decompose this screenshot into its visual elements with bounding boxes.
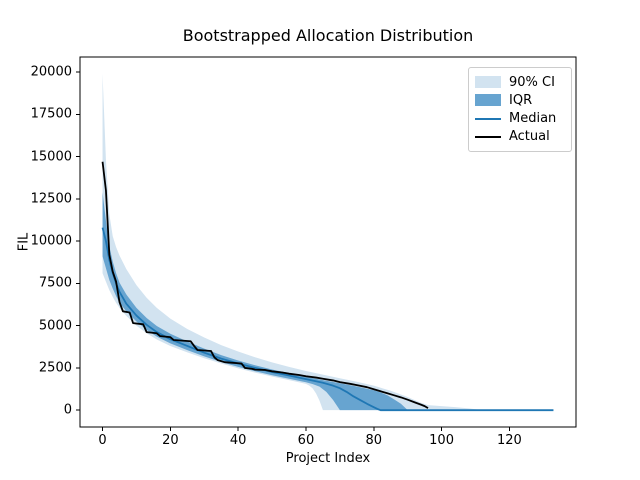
x-tick-label: 120 [496, 433, 522, 448]
y-tick-label: 0 [63, 402, 72, 418]
x-tick-label: 60 [297, 433, 315, 448]
legend-label-actual: Actual [509, 129, 550, 145]
y-tick-label: 10000 [30, 233, 72, 249]
y-tick-label: 7500 [38, 275, 72, 291]
x-axis-label: Project Index [285, 451, 371, 466]
y-tick-label: 5000 [38, 318, 72, 334]
y-tick-label: 17500 [30, 106, 72, 122]
legend-swatch-actual [475, 135, 501, 138]
legend-swatch-median [475, 117, 501, 120]
x-tick-label: 80 [365, 433, 383, 448]
line-actual [101, 161, 429, 409]
y-tick-label: 15000 [30, 149, 72, 165]
x-tick-label: 40 [229, 433, 247, 448]
x-tick-label: 100 [429, 433, 454, 448]
legend-label-90ci: 90% CI [509, 74, 555, 90]
legend-label-iqr: IQR [509, 92, 533, 108]
x-tick-label: 0 [98, 433, 107, 448]
x-tick-label: 20 [162, 433, 179, 448]
legend: 90% CI IQR Median Actual [468, 67, 572, 152]
legend-item-median: Median [475, 110, 565, 128]
axes-spines [79, 56, 577, 428]
legend-label-median: Median [509, 111, 557, 127]
legend-swatch-90ci [475, 76, 501, 88]
legend-item-90ci: 90% CI [475, 73, 565, 91]
y-tick-label: 2500 [38, 360, 72, 376]
y-tick-label: 20000 [30, 64, 72, 80]
chart-title: Bootstrapped Allocation Distribution [182, 26, 474, 45]
legend-item-iqr: IQR [475, 91, 565, 109]
y-tick-label: 12500 [30, 191, 72, 207]
line-median [101, 227, 554, 412]
legend-swatch-iqr [475, 94, 501, 107]
legend-item-actual: Actual [475, 128, 565, 146]
